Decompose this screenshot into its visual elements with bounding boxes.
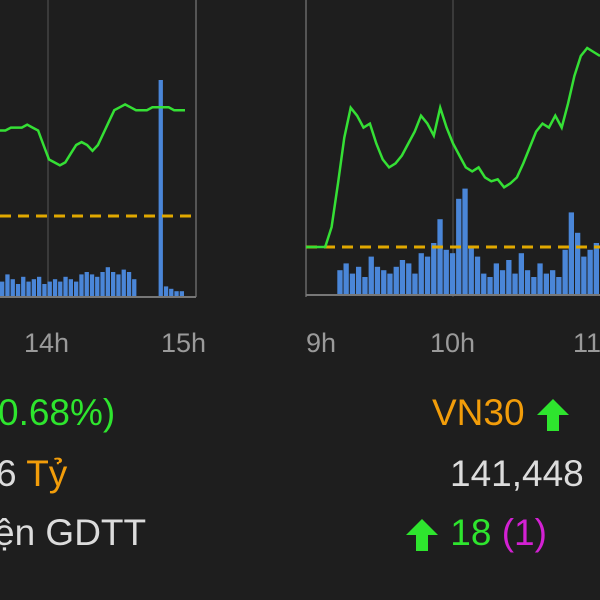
volume-bar (158, 80, 163, 296)
volume-bar (84, 272, 89, 296)
volume-bar (169, 288, 174, 296)
volume-bar (5, 274, 10, 296)
tick-label: 10h (430, 328, 476, 358)
volume-bar (387, 273, 393, 294)
volume-bar (100, 272, 105, 296)
volume-bar (47, 281, 52, 296)
volume-bar (174, 291, 179, 296)
volume-bar (381, 270, 387, 294)
volume-bar (362, 277, 368, 294)
volume-bar (349, 273, 356, 294)
volume-bar (179, 291, 184, 296)
volume-bar (58, 281, 63, 296)
arrow-up-icon (536, 399, 569, 432)
volume-bar (163, 286, 169, 296)
volume-bar (126, 272, 132, 296)
volume-bar (462, 188, 468, 294)
volume-bar (437, 219, 443, 294)
volume-bar (499, 270, 506, 294)
volume-bar (105, 267, 110, 296)
volume-bar (89, 274, 95, 296)
volume-bar (468, 246, 474, 294)
value-fragment: 6 (0, 453, 17, 494)
advancers-count: 18 (450, 512, 492, 553)
index-name: VN30 (432, 392, 525, 433)
volume-bar (37, 276, 42, 296)
volume-bar (474, 256, 481, 294)
advancers-ceiling: (1) (501, 512, 547, 553)
volume-bar (368, 256, 374, 294)
unit-label: Tỷ (26, 453, 68, 494)
volume-bar (399, 260, 406, 294)
advancers-row: 18 (1) (404, 512, 547, 554)
volume-bar (116, 274, 121, 296)
gdtt-label: ện GDTT (0, 512, 147, 553)
volume-bar (68, 279, 73, 296)
tick-label: 14h (24, 328, 70, 358)
volume-bar (487, 277, 493, 294)
pct-change: 0.68%) (0, 392, 116, 433)
chart-left (0, 0, 197, 298)
volume-series (337, 188, 599, 294)
volume-bar (10, 279, 15, 296)
volume-bar (42, 284, 47, 296)
volume-bar (568, 212, 574, 294)
volume-bar (424, 256, 431, 294)
volume-bar (374, 266, 381, 294)
volume-bar (443, 249, 449, 294)
volume-bar (493, 263, 499, 294)
volume-bar (95, 276, 100, 296)
volume-bar (343, 263, 349, 294)
volume-bar (393, 266, 399, 294)
volume-bar (132, 279, 137, 296)
volume-bar (506, 260, 512, 294)
index-row: VN30 (432, 392, 571, 434)
volume-bar (406, 263, 412, 294)
volume-bar (74, 281, 79, 296)
volume-bar (543, 273, 549, 294)
volume-bar (524, 270, 531, 294)
tick-label: 11 (573, 328, 600, 358)
volume-bar (593, 243, 599, 294)
volume-bar (512, 273, 518, 294)
volume-bar (0, 281, 5, 296)
volume-bar (31, 279, 36, 296)
arrow-up-icon (406, 519, 438, 552)
volume-bar (52, 279, 58, 296)
volume-series (0, 80, 184, 296)
volume-bar (356, 266, 362, 294)
volume-bar (537, 263, 543, 294)
volume-bar (587, 249, 593, 294)
volume-bar (79, 274, 84, 296)
volume-bar (518, 253, 524, 294)
chart-right (305, 0, 600, 297)
volume-value: 141,448 (450, 453, 584, 494)
tick-label: 15h (161, 328, 207, 358)
volume-bar (111, 272, 116, 296)
volume-bar (449, 253, 456, 294)
volume-bar (562, 249, 568, 294)
price-series-line (0, 102, 185, 167)
volume-bar (412, 273, 418, 294)
volume-bar (575, 232, 581, 294)
volume-bar (550, 270, 556, 294)
volume-bar (21, 276, 26, 296)
price-series-line (306, 46, 600, 249)
tick-label: 9h (306, 328, 337, 358)
volume-bar (121, 269, 126, 296)
volume-bar (556, 277, 562, 294)
value-row: 6 Tỷ (0, 453, 67, 495)
volume-bar (418, 253, 424, 294)
volume-bar (481, 273, 487, 294)
volume-bar (337, 270, 343, 294)
volume-bar (531, 277, 537, 294)
volume-bar (26, 281, 31, 296)
volume-bar (63, 276, 68, 296)
volume-bar (15, 284, 21, 296)
volume-bar (581, 256, 587, 294)
volume-bar (431, 243, 437, 294)
